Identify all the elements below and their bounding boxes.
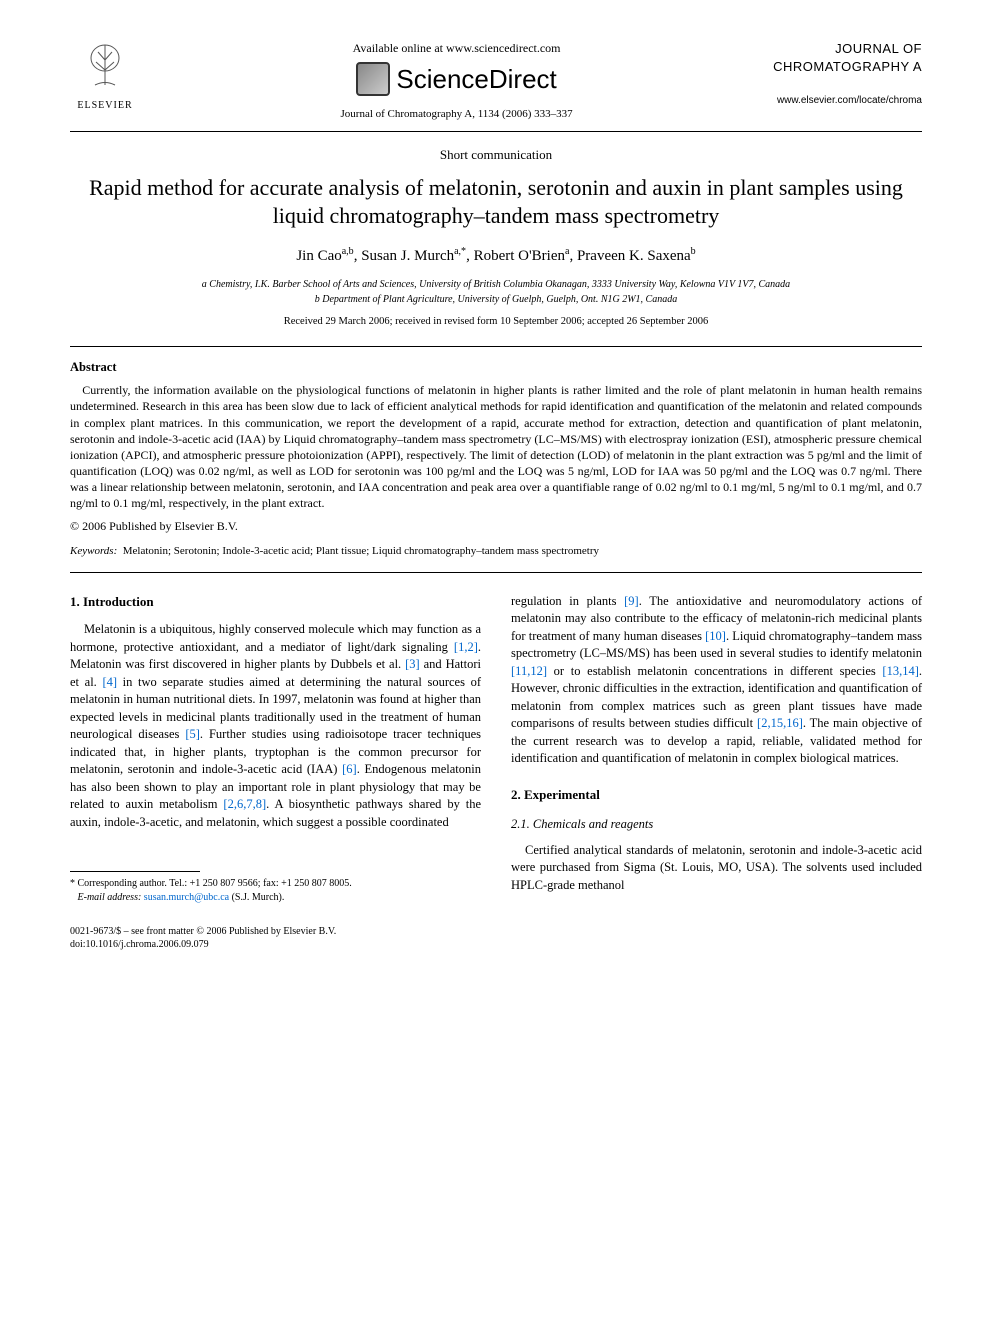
sciencedirect-logo: ScienceDirect	[140, 61, 773, 97]
intro-paragraph-2: regulation in plants [9]. The antioxidat…	[511, 593, 922, 768]
experimental-paragraph-1: Certified analytical standards of melato…	[511, 842, 922, 895]
abstract-bottom-rule	[70, 572, 922, 573]
elsevier-tree-icon	[70, 40, 140, 97]
abstract-body: Currently, the information available on …	[70, 383, 922, 510]
author-3: Robert O'Brien	[474, 248, 565, 264]
journal-name-box: JOURNAL OF CHROMATOGRAPHY A www.elsevier…	[773, 40, 922, 108]
article-type: Short communication	[70, 146, 922, 164]
authors: Jin Caoa,b, Susan J. Murcha,*, Robert O'…	[70, 245, 922, 267]
footnote-rule	[70, 871, 200, 872]
author-2-sup: a,*	[454, 246, 466, 257]
author-4: Praveen K. Saxena	[577, 248, 691, 264]
affiliations: a Chemistry, I.K. Barber School of Arts …	[70, 277, 922, 307]
ref-link-1-2[interactable]: [1,2]	[454, 640, 478, 654]
footer-line2: doi:10.1016/j.chroma.2006.09.079	[70, 938, 481, 951]
copyright: © 2006 Published by Elsevier B.V.	[70, 518, 922, 535]
journal-name-line1: JOURNAL OF	[773, 40, 922, 58]
article-dates: Received 29 March 2006; received in revi…	[70, 315, 922, 330]
article-title: Rapid method for accurate analysis of me…	[70, 174, 922, 231]
abstract-top-rule	[70, 346, 922, 347]
sciencedirect-icon	[356, 62, 390, 96]
keywords-row: Keywords: Melatonin; Serotonin; Indole-3…	[70, 544, 922, 559]
ref-link-11-12[interactable]: [11,12]	[511, 664, 547, 678]
author-3-sup: a	[565, 246, 569, 257]
author-4-sup: b	[691, 246, 696, 257]
journal-reference: Journal of Chromatography A, 1134 (2006)…	[140, 107, 773, 122]
affiliation-a: a Chemistry, I.K. Barber School of Arts …	[70, 277, 922, 292]
abstract-text: Currently, the information available on …	[70, 382, 922, 512]
email-address[interactable]: susan.murch@ubc.ca	[144, 892, 229, 903]
journal-name-line2: CHROMATOGRAPHY A	[773, 58, 922, 76]
abstract-heading: Abstract	[70, 359, 922, 377]
left-column: 1. Introduction Melatonin is a ubiquitou…	[70, 593, 481, 951]
ref-link-2678[interactable]: [2,6,7,8]	[223, 797, 266, 811]
email-attrib: (S.J. Murch).	[232, 892, 285, 903]
author-2: Susan J. Murch	[361, 248, 454, 264]
sciencedirect-text: ScienceDirect	[396, 61, 556, 97]
footnote: * Corresponding author. Tel.: +1 250 807…	[70, 877, 481, 905]
header-row: ELSEVIER Available online at www.science…	[70, 40, 922, 123]
intro-paragraph-1: Melatonin is a ubiquitous, highly conser…	[70, 621, 481, 831]
keywords-label: Keywords:	[70, 545, 117, 557]
ref-link-9[interactable]: [9]	[624, 594, 639, 608]
keywords-list: Melatonin; Serotonin; Indole-3-acetic ac…	[123, 545, 599, 557]
footer-line1: 0021-9673/$ – see front matter © 2006 Pu…	[70, 925, 481, 938]
introduction-heading: 1. Introduction	[70, 593, 481, 611]
elsevier-logo: ELSEVIER	[70, 40, 140, 113]
footer-info: 0021-9673/$ – see front matter © 2006 Pu…	[70, 925, 481, 951]
intro-text-1a: Melatonin is a ubiquitous, highly conser…	[70, 622, 481, 654]
author-1: Jin Cao	[296, 248, 341, 264]
ref-link-4[interactable]: [4]	[102, 675, 117, 689]
right-column: regulation in plants [9]. The antioxidat…	[511, 593, 922, 951]
center-header: Available online at www.sciencedirect.co…	[140, 40, 773, 123]
journal-url: www.elsevier.com/locate/chroma	[773, 94, 922, 108]
ref-link-2-15-16[interactable]: [2,15,16]	[757, 716, 803, 730]
email-row: E-mail address: susan.murch@ubc.ca (S.J.…	[70, 891, 481, 905]
ref-link-6[interactable]: [6]	[342, 762, 357, 776]
available-online-text: Available online at www.sciencedirect.co…	[140, 40, 773, 57]
chemicals-subheading: 2.1. Chemicals and reagents	[511, 816, 922, 834]
experimental-heading: 2. Experimental	[511, 786, 922, 804]
email-label: E-mail address:	[78, 892, 142, 903]
ref-link-13-14[interactable]: [13,14]	[882, 664, 918, 678]
top-rule	[70, 131, 922, 132]
ref-link-10[interactable]: [10]	[705, 629, 726, 643]
intro-text-2a: regulation in plants	[511, 594, 624, 608]
ref-link-5[interactable]: [5]	[185, 727, 200, 741]
intro-text-2d: or to establish melatonin concentrations…	[547, 664, 882, 678]
affiliation-b: b Department of Plant Agriculture, Unive…	[70, 292, 922, 307]
author-1-sup: a,b	[342, 246, 354, 257]
corresponding-author: * Corresponding author. Tel.: +1 250 807…	[70, 877, 481, 891]
elsevier-name: ELSEVIER	[70, 99, 140, 113]
ref-link-3[interactable]: [3]	[405, 657, 420, 671]
two-column-body: 1. Introduction Melatonin is a ubiquitou…	[70, 593, 922, 951]
